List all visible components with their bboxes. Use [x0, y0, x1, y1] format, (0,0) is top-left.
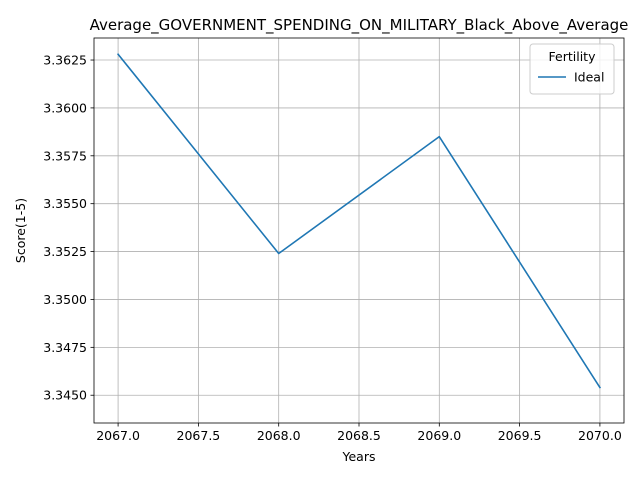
y-tick-label: 3.3550: [43, 196, 87, 211]
y-tick-label: 3.3525: [43, 244, 87, 259]
grid: [94, 38, 624, 423]
y-axis-title: Score(1-5): [13, 198, 28, 263]
y-tick-label: 3.3600: [43, 100, 87, 115]
legend: Fertility Ideal: [529, 43, 615, 95]
x-tick-label: 2067.0: [96, 428, 140, 443]
y-tick-label: 3.3575: [43, 148, 87, 163]
x-tick-label: 2067.5: [177, 428, 221, 443]
series-line-ideal: [116, 53, 602, 389]
series-layer: [116, 53, 602, 389]
y-tick-label: 3.3450: [43, 388, 87, 403]
x-tick-label: 2068.0: [257, 428, 301, 443]
legend-label-ideal: Ideal: [574, 70, 604, 85]
x-tick-label: 2069.0: [417, 428, 461, 443]
legend-box: [529, 43, 615, 95]
y-tick-label: 3.3475: [43, 340, 87, 355]
x-tick-label: 2070.0: [578, 428, 622, 443]
y-tick-label: 3.3500: [43, 292, 87, 307]
y-tick-label: 3.3625: [43, 53, 87, 68]
ticks: 2067.0 2067.5 2068.0 2068.5 2069.0 2069.5 2070…: [43, 53, 622, 443]
x-tick-label: 2069.5: [498, 428, 542, 443]
legend-title: Fertility: [549, 49, 597, 64]
x-axis-title: Years: [342, 449, 376, 464]
chart-title: Average_GOVERNMENT_SPENDING_ON_MILITARY_…: [90, 16, 629, 35]
x-tick-label: 2068.5: [337, 428, 381, 443]
